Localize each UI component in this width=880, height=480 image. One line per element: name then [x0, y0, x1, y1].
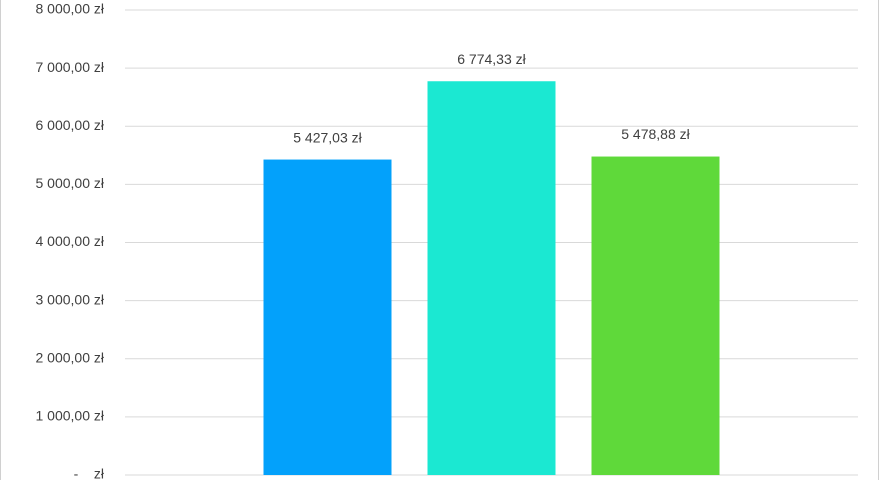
bar: [427, 81, 556, 475]
y-tick-label: 1 000,00 zł: [36, 408, 105, 424]
y-tick-label: 2 000,00 zł: [36, 349, 105, 365]
y-tick-label: 4 000,00 zł: [36, 233, 105, 249]
y-tick-label: 7 000,00 zł: [36, 59, 105, 75]
y-tick-label: - zł: [74, 466, 105, 480]
data-label: 5 478,88 zł: [621, 126, 690, 142]
y-tick-label: 5 000,00 zł: [36, 175, 105, 191]
data-label: 6 774,33 zł: [457, 51, 526, 67]
bar: [263, 159, 392, 475]
data-label: 5 427,03 zł: [293, 129, 362, 145]
y-tick-label: 3 000,00 zł: [36, 291, 105, 307]
bar: [591, 156, 720, 475]
y-tick-label: 6 000,00 zł: [36, 117, 105, 133]
y-tick-label: 8 000,00 zł: [36, 1, 105, 17]
